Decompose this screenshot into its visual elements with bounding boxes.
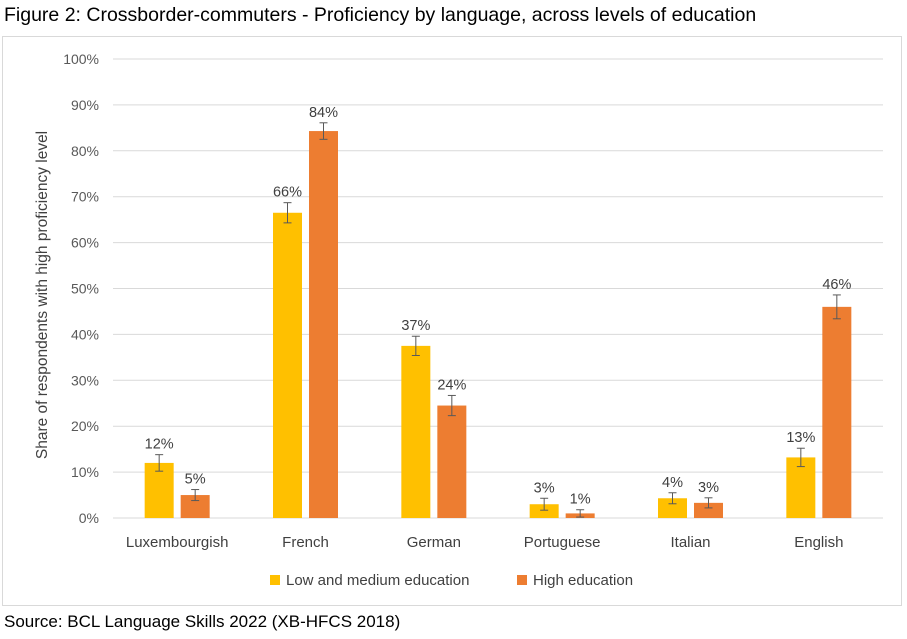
- data-label-low-medium: 3%: [534, 480, 555, 496]
- legend-swatch-low-medium: [270, 575, 280, 585]
- data-label-low-medium: 37%: [401, 318, 430, 334]
- bar-low-medium: [529, 504, 559, 518]
- y-axis-label: Share of respondents with high proficien…: [34, 131, 51, 459]
- y-tick-label: 30%: [71, 372, 99, 388]
- bars: [144, 131, 852, 519]
- bar-low-medium: [144, 462, 174, 518]
- data-label-low-medium: 66%: [273, 185, 302, 201]
- data-label-low-medium: 4%: [662, 475, 683, 491]
- y-tick-label: 60%: [71, 235, 99, 251]
- data-label-high: 24%: [437, 377, 466, 393]
- y-tick-label: 20%: [71, 418, 99, 434]
- chart-title: Figure 2: Crossborder-commuters - Profic…: [4, 4, 757, 26]
- source-note: Source: BCL Language Skills 2022 (XB-HFC…: [4, 612, 401, 631]
- y-tick-label: 50%: [71, 281, 99, 297]
- data-label-low-medium: 12%: [145, 437, 174, 453]
- bar-low-medium: [786, 457, 816, 518]
- bar-high: [437, 405, 467, 518]
- chart-frame: 0% 10% 20% 30% 40% 50% 60% 70% 80% 90% 100% 12% 5% 6…: [2, 36, 902, 606]
- error-bars: [155, 122, 841, 518]
- y-axis-ticks: 0% 10% 20% 30% 40% 50% 60% 70% 80% 90% 100%: [63, 51, 99, 526]
- x-category-label: Portuguese: [524, 534, 601, 551]
- bar-high: [309, 131, 338, 519]
- data-label-high: 5%: [185, 472, 206, 488]
- gridlines: [113, 58, 883, 519]
- bar-low-medium: [401, 345, 431, 518]
- x-category-label: German: [407, 534, 461, 551]
- data-label-high: 1%: [570, 492, 591, 508]
- bar-chart: 0% 10% 20% 30% 40% 50% 60% 70% 80% 90% 100% 12% 5% 6…: [34, 51, 883, 589]
- x-category-label: Luxembourgish: [126, 534, 229, 551]
- y-tick-label: 0%: [79, 510, 99, 526]
- data-labels: 12% 5% 66% 84% 37% 24% 3% 1% 4% 3% 13% 46%: [145, 105, 852, 508]
- y-tick-label: 90%: [71, 97, 99, 113]
- bar-low-medium: [658, 498, 687, 518]
- y-tick-label: 10%: [71, 464, 99, 480]
- bar-high: [180, 495, 210, 518]
- bar-low-medium: [273, 212, 302, 518]
- data-label-high: 3%: [698, 480, 719, 496]
- legend-swatch-high: [517, 575, 527, 585]
- legend-label-low-medium: Low and medium education: [286, 572, 469, 589]
- y-tick-label: 80%: [71, 143, 99, 159]
- legend-label-high: High education: [533, 572, 633, 589]
- data-label-high: 46%: [822, 277, 851, 293]
- y-tick-label: 70%: [71, 189, 99, 205]
- y-tick-label: 40%: [71, 326, 99, 342]
- data-label-high: 84%: [309, 105, 338, 121]
- x-category-label: French: [282, 534, 329, 551]
- bar-high: [694, 502, 723, 518]
- y-tick-label: 100%: [63, 51, 99, 67]
- bar-high: [822, 306, 852, 518]
- data-label-low-medium: 13%: [786, 430, 815, 446]
- x-category-label: Italian: [670, 534, 710, 551]
- x-category-label: English: [794, 534, 843, 551]
- legend: Low and medium education High education: [270, 572, 633, 589]
- x-axis-categories: Luxembourgish French German Portuguese Itali…: [126, 534, 844, 551]
